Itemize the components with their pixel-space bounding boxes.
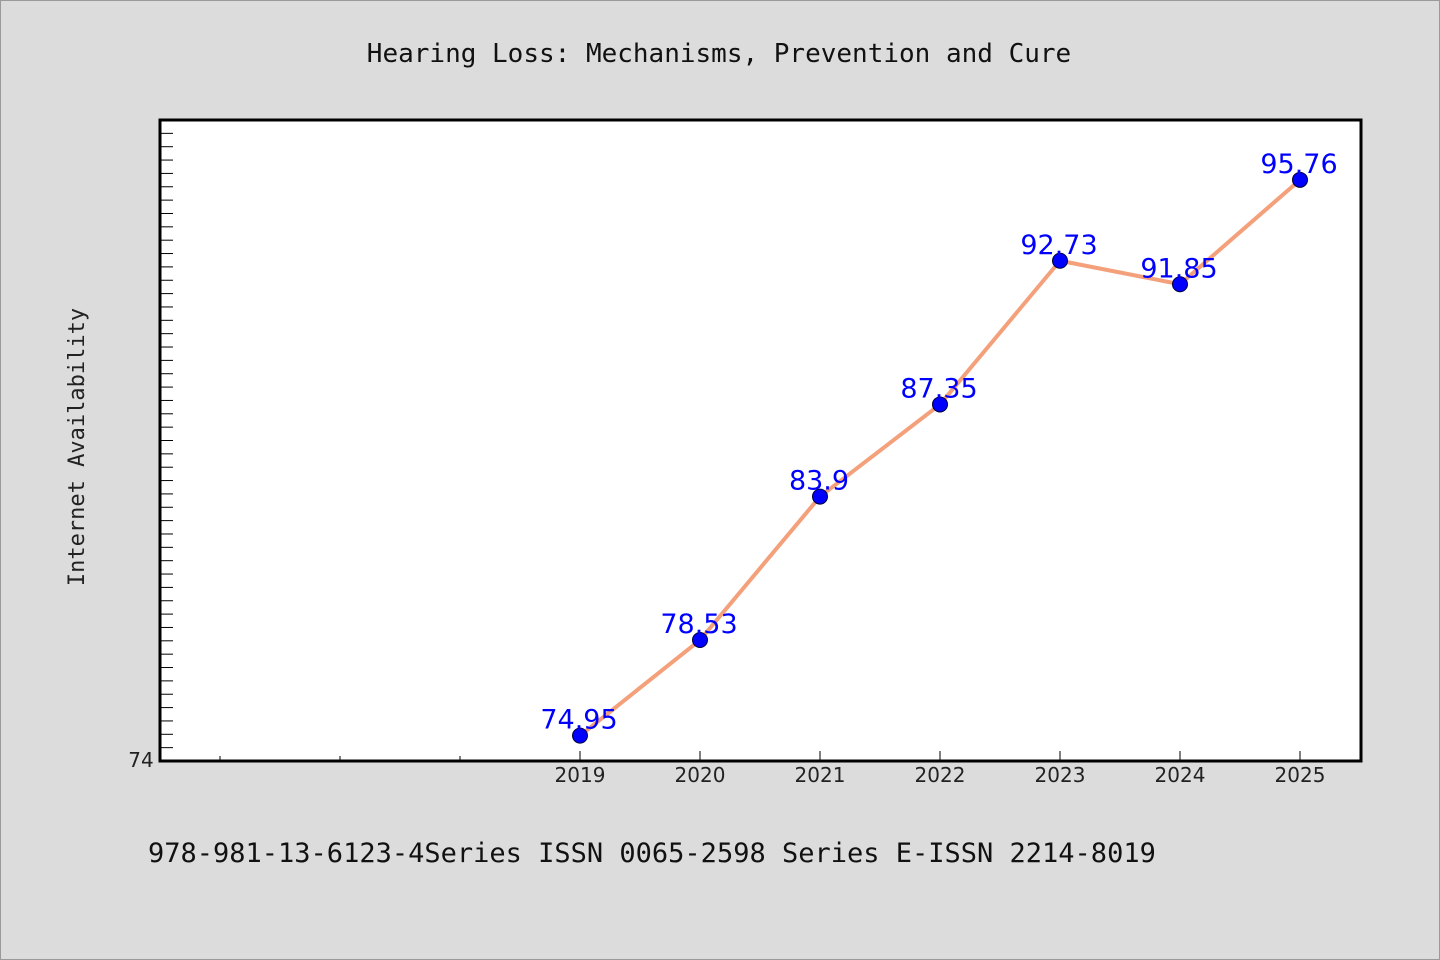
x-tick-label: 2023 xyxy=(1035,763,1086,787)
series-layer: 74.95 78.53 83.9 87.35 92.73 91.85 95.76 xyxy=(540,149,1338,744)
x-axis-ticks xyxy=(219,751,1301,761)
data-point xyxy=(572,727,588,744)
data-point xyxy=(932,396,948,413)
x-tick-label: 2019 xyxy=(555,763,606,787)
x-axis-tick-labels: 2019 2020 2021 2022 2023 2024 2025 xyxy=(555,763,1326,787)
x-tick-label: 2022 xyxy=(915,763,966,787)
data-label: 91.85 xyxy=(1140,253,1217,284)
y-tick-label: 74 xyxy=(128,748,153,772)
data-label: 95.76 xyxy=(1260,149,1337,180)
data-label: 74.95 xyxy=(540,705,617,736)
x-tick-label: 2021 xyxy=(795,763,846,787)
y-axis-ticks xyxy=(160,132,173,749)
x-tick-label: 2025 xyxy=(1275,763,1326,787)
x-tick-label: 2020 xyxy=(675,763,726,787)
data-point xyxy=(1292,171,1308,188)
x-tick-label: 2024 xyxy=(1155,763,1206,787)
footer-text: 978-981-13-6123-4Series ISSN 0065-2598 S… xyxy=(148,838,1156,869)
y-axis-label: Internet Availability xyxy=(65,308,90,586)
data-label: 92.73 xyxy=(1020,230,1097,261)
data-label: 78.53 xyxy=(660,609,737,640)
data-point xyxy=(1172,276,1188,293)
data-point xyxy=(812,488,828,505)
data-label: 83.9 xyxy=(789,466,849,497)
plot-area xyxy=(158,118,1363,763)
chart-title: Hearing Loss: Mechanisms, Prevention and… xyxy=(367,39,1071,69)
data-point xyxy=(1052,252,1068,269)
data-label: 87.35 xyxy=(900,373,977,404)
data-point xyxy=(692,632,708,649)
